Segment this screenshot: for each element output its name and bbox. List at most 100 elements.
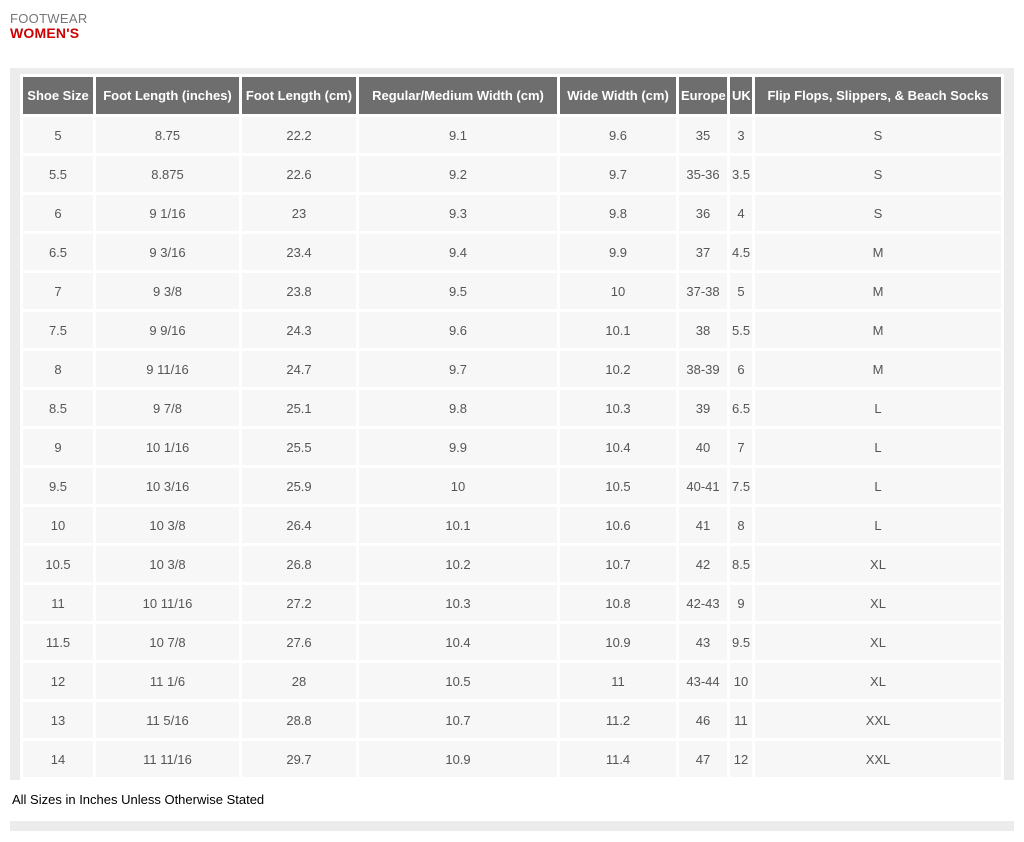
table-cell: 9 3/16 [96,234,239,270]
table-cell: 6 [23,195,93,231]
table-cell: 10.2 [359,546,557,582]
table-cell: 11 5/16 [96,702,239,738]
table-cell: 10.1 [359,507,557,543]
table-cell: 13 [23,702,93,738]
table-cell: 10.5 [23,546,93,582]
table-cell: 35 [679,117,727,153]
table-cell: XL [755,624,1001,660]
column-header-regular-width: Regular/Medium Width (cm) [359,77,557,114]
table-cell: 40-41 [679,468,727,504]
table-cell: 23 [242,195,356,231]
table-row: 13 11 5/16 28.8 10.7 11.2 46 11 XXL [23,702,1001,738]
table-cell: 9.6 [359,312,557,348]
table-cell: 25.1 [242,390,356,426]
table-cell: M [755,234,1001,270]
table-cell: 8 [23,351,93,387]
table-cell: 11 [23,585,93,621]
table-cell: 9 7/8 [96,390,239,426]
table-cell: 10 [560,273,676,309]
table-cell: 8 [730,507,752,543]
table-cell: 10.4 [359,624,557,660]
table-cell: 42 [679,546,727,582]
table-cell: 9.1 [359,117,557,153]
table-cell: XL [755,663,1001,699]
table-cell: L [755,429,1001,465]
table-cell: 42-43 [679,585,727,621]
table-cell: 23.8 [242,273,356,309]
table-row: 5 8.75 22.2 9.1 9.6 35 3 S [23,117,1001,153]
table-cell: L [755,468,1001,504]
column-header-foot-length-inches: Foot Length (inches) [96,77,239,114]
panel-bottom-spacer [20,821,1004,831]
table-cell: 22.2 [242,117,356,153]
table-cell: 11 1/6 [96,663,239,699]
table-cell: XL [755,546,1001,582]
table-cell: XL [755,585,1001,621]
table-row: 6.5 9 3/16 23.4 9.4 9.9 37 4.5 M [23,234,1001,270]
table-cell: 10.7 [359,702,557,738]
table-cell: 38 [679,312,727,348]
table-cell: 9.6 [560,117,676,153]
table-body: 5 8.75 22.2 9.1 9.6 35 3 S 5.5 8.875 22.6 9.2 9.7 35-… [23,117,1001,777]
table-cell: 10 3/16 [96,468,239,504]
table-cell: 10.9 [560,624,676,660]
table-cell: 8.75 [96,117,239,153]
table-cell: 27.2 [242,585,356,621]
table-cell: 9.5 [23,468,93,504]
footnote: All Sizes in Inches Unless Otherwise Sta… [12,792,265,807]
table-cell: 43 [679,624,727,660]
table-cell: M [755,312,1001,348]
table-header: Shoe Size Foot Length (inches) Foot Leng… [23,77,1001,114]
table-cell: 10.8 [560,585,676,621]
size-chart-panel: Shoe Size Foot Length (inches) Foot Leng… [10,68,1014,831]
table-cell: 39 [679,390,727,426]
table-cell: 35-36 [679,156,727,192]
table-cell: 22.6 [242,156,356,192]
table-cell: 11 11/16 [96,741,239,777]
table-cell: S [755,117,1001,153]
table-cell: 10.6 [560,507,676,543]
table-cell: S [755,195,1001,231]
table-cell: 26.4 [242,507,356,543]
table-cell: 6.5 [730,390,752,426]
table-cell: XXL [755,702,1001,738]
table-cell: 24.3 [242,312,356,348]
table-row: 10 10 3/8 26.4 10.1 10.6 41 8 L [23,507,1001,543]
table-cell: 10 3/8 [96,546,239,582]
table-cell: 7 [23,273,93,309]
table-cell: 28.8 [242,702,356,738]
table-cell: 14 [23,741,93,777]
table-cell: 4.5 [730,234,752,270]
page-title: WOMEN'S [10,25,80,41]
table-cell: 8.5 [23,390,93,426]
table-cell: 9 3/8 [96,273,239,309]
table-cell: 9.2 [359,156,557,192]
table-cell: 7.5 [730,468,752,504]
table-cell: 10.3 [560,390,676,426]
table-row: 5.5 8.875 22.6 9.2 9.7 35-36 3.5 S [23,156,1001,192]
table-cell: 9 1/16 [96,195,239,231]
table-cell: 25.5 [242,429,356,465]
table-cell: 10 [359,468,557,504]
table-cell: 9.4 [359,234,557,270]
table-cell: 46 [679,702,727,738]
table-cell: 27.6 [242,624,356,660]
table-cell: L [755,390,1001,426]
table-cell: 40 [679,429,727,465]
table-cell: XXL [755,741,1001,777]
table-cell: 9.5 [730,624,752,660]
table-cell: 7 [730,429,752,465]
table-cell: 25.9 [242,468,356,504]
table-cell: 10 1/16 [96,429,239,465]
table-cell: 10.5 [359,663,557,699]
table-cell: 23.4 [242,234,356,270]
table-row: 9.5 10 3/16 25.9 10 10.5 40-41 7.5 L [23,468,1001,504]
table-cell: 8.5 [730,546,752,582]
table-cell: 43-44 [679,663,727,699]
table-row: 10.5 10 3/8 26.8 10.2 10.7 42 8.5 XL [23,546,1001,582]
table-cell: S [755,156,1001,192]
table-cell: 9.5 [359,273,557,309]
table-cell: 41 [679,507,727,543]
